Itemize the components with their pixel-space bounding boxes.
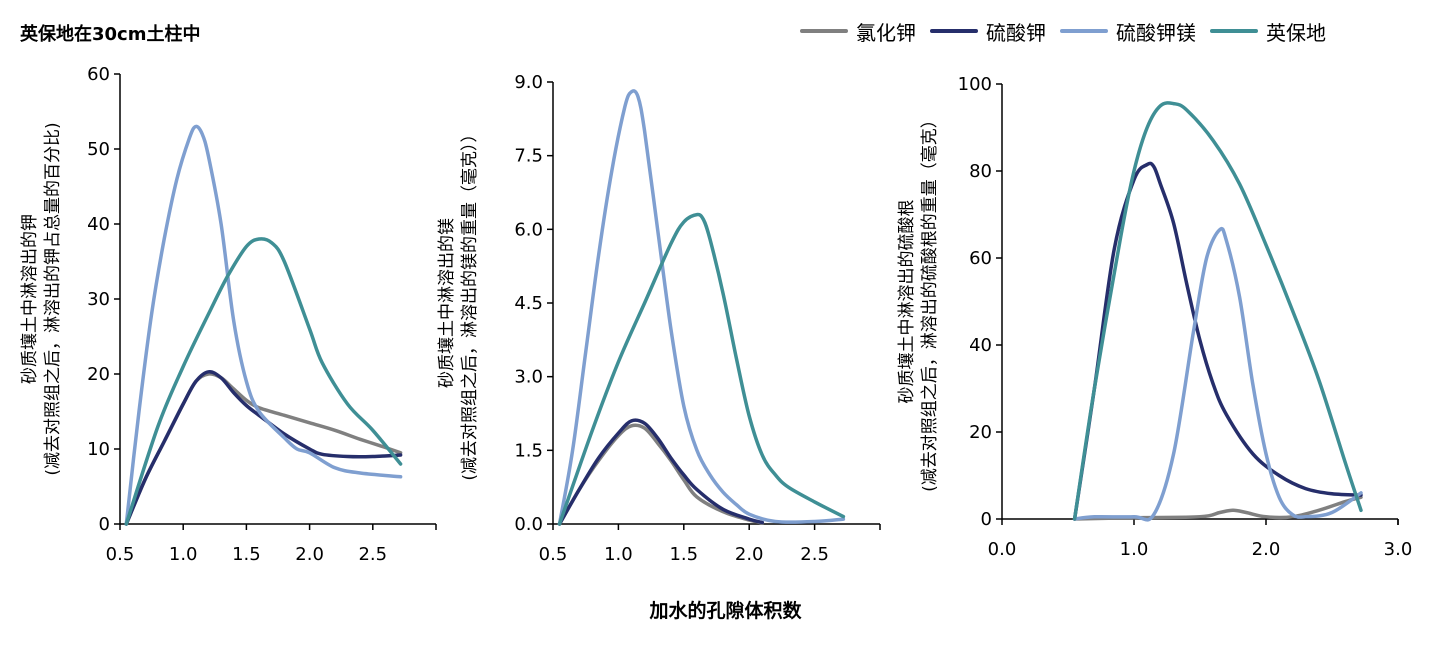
y-tick-label: 60 [87, 64, 110, 85]
series-line-3 [557, 89, 846, 526]
y-tick-label: 0 [99, 514, 110, 535]
y-tick-label: 4.5 [514, 293, 543, 314]
series-line-2 [1072, 161, 1363, 521]
y-tick-label: 40 [969, 335, 992, 356]
series-line-4 [1072, 101, 1363, 521]
x-tick-label: 0.0 [988, 539, 1017, 560]
series-line-3 [124, 124, 403, 526]
x-tick-label: 2.0 [1252, 539, 1281, 560]
legend-item-k2so4: 硫酸钾 [930, 17, 1046, 46]
chart-panel-2: 0.0 1.5 3.0 4.5 6.0 7.5 9.0 0.5 1.0 1.5 2.0 2.5 砂质壤土… [436, 72, 881, 565]
legend-label-k2so4: 硫酸钾 [986, 20, 1046, 45]
legend-label-polyhalite: 英保地 [1266, 20, 1326, 45]
y-tick-label: 1.5 [514, 440, 543, 461]
y-tick-label: 9.0 [514, 72, 543, 93]
x-tick-label: 1.5 [232, 544, 261, 565]
x-tick-label: 1.0 [169, 544, 198, 565]
y-tick-label: 6.0 [514, 219, 543, 240]
y-tick-label: 60 [969, 248, 992, 269]
y-axis-label-line2: (减去对照组之后，淋溶出的硫酸根的重量（毫克） [920, 111, 940, 492]
y-tick-label: 0 [981, 509, 992, 530]
x-tick-label: 2.0 [735, 544, 764, 565]
chart-panel-3: 0 20 40 60 80 100 0.0 1.0 2.0 3.0 砂质壤土中淋溶出的硫酸根 (减去对… [896, 74, 1412, 560]
x-tick-label: 1.5 [669, 544, 698, 565]
x-tick-label: 1.0 [604, 544, 633, 565]
y-tick-label: 7.5 [514, 146, 543, 167]
y-tick-label: 50 [87, 139, 110, 160]
y-tick-label: 30 [87, 289, 110, 310]
legend-label-sopm: 硫酸钾镁 [1116, 20, 1196, 45]
y-tick-label: 3.0 [514, 367, 543, 388]
legend-swatch-k2so4 [930, 29, 978, 33]
y-tick-label: 0.0 [514, 514, 543, 535]
x-tick-label: 0.5 [539, 544, 568, 565]
legend-label-kcl: 氯化钾 [856, 20, 916, 45]
y-tick-label: 20 [87, 364, 110, 385]
y-axis-label-line1: 砂质壤土中淋溶出的钾 [19, 214, 40, 384]
legend: 氯化钾 硫酸钾 硫酸钾镁 英保地 [800, 17, 1326, 46]
x-tick-label: 3.0 [1384, 539, 1413, 560]
y-axis-label-line2: (减去对照组之后，淋溶出的镁的重量（毫克）） [460, 125, 480, 480]
series-line-1 [1072, 495, 1363, 521]
x-axis-label-shared: 加水的孔隙体积数 [649, 600, 802, 622]
x-tick-label: 2.5 [800, 544, 829, 565]
page-title: 英保地在30cm土柱中 [20, 24, 201, 45]
y-tick-label: 80 [969, 161, 992, 182]
legend-item-kcl: 氯化钾 [800, 17, 916, 46]
series-line-3 [1072, 226, 1363, 522]
y-axis-label-line1: 砂质壤土中淋溶出的镁 [436, 218, 457, 388]
series-line-4 [124, 237, 403, 526]
legend-swatch-kcl [800, 29, 848, 33]
x-tick-label: 2.0 [295, 544, 324, 565]
y-tick-label: 20 [969, 422, 992, 443]
y-tick-label: 100 [958, 74, 992, 95]
y-axis-label-line1: 砂质壤土中淋溶出的硫酸根 [896, 200, 917, 404]
x-tick-label: 0.5 [106, 544, 135, 565]
legend-item-sopm: 硫酸钾镁 [1060, 17, 1196, 46]
chart-panel-1: 0 10 20 30 40 50 60 0.5 1.0 1.5 2.0 2.5 砂质壤土中淋溶出的钾 (减… [19, 64, 437, 565]
y-axis-label-line2: (减去对照组之后，淋溶出的钾占总量的百分比) [43, 122, 63, 475]
legend-swatch-sopm [1060, 29, 1108, 33]
series-line-2 [557, 418, 765, 526]
series-line-1 [124, 372, 403, 526]
series-line-4 [557, 212, 846, 526]
y-tick-label: 40 [87, 214, 110, 235]
x-tick-label: 1.0 [1120, 539, 1149, 560]
y-tick-label: 10 [87, 439, 110, 460]
series-line-2 [124, 369, 403, 526]
legend-swatch-polyhalite [1210, 29, 1258, 33]
x-tick-label: 2.5 [358, 544, 387, 565]
legend-item-polyhalite: 英保地 [1210, 17, 1326, 46]
